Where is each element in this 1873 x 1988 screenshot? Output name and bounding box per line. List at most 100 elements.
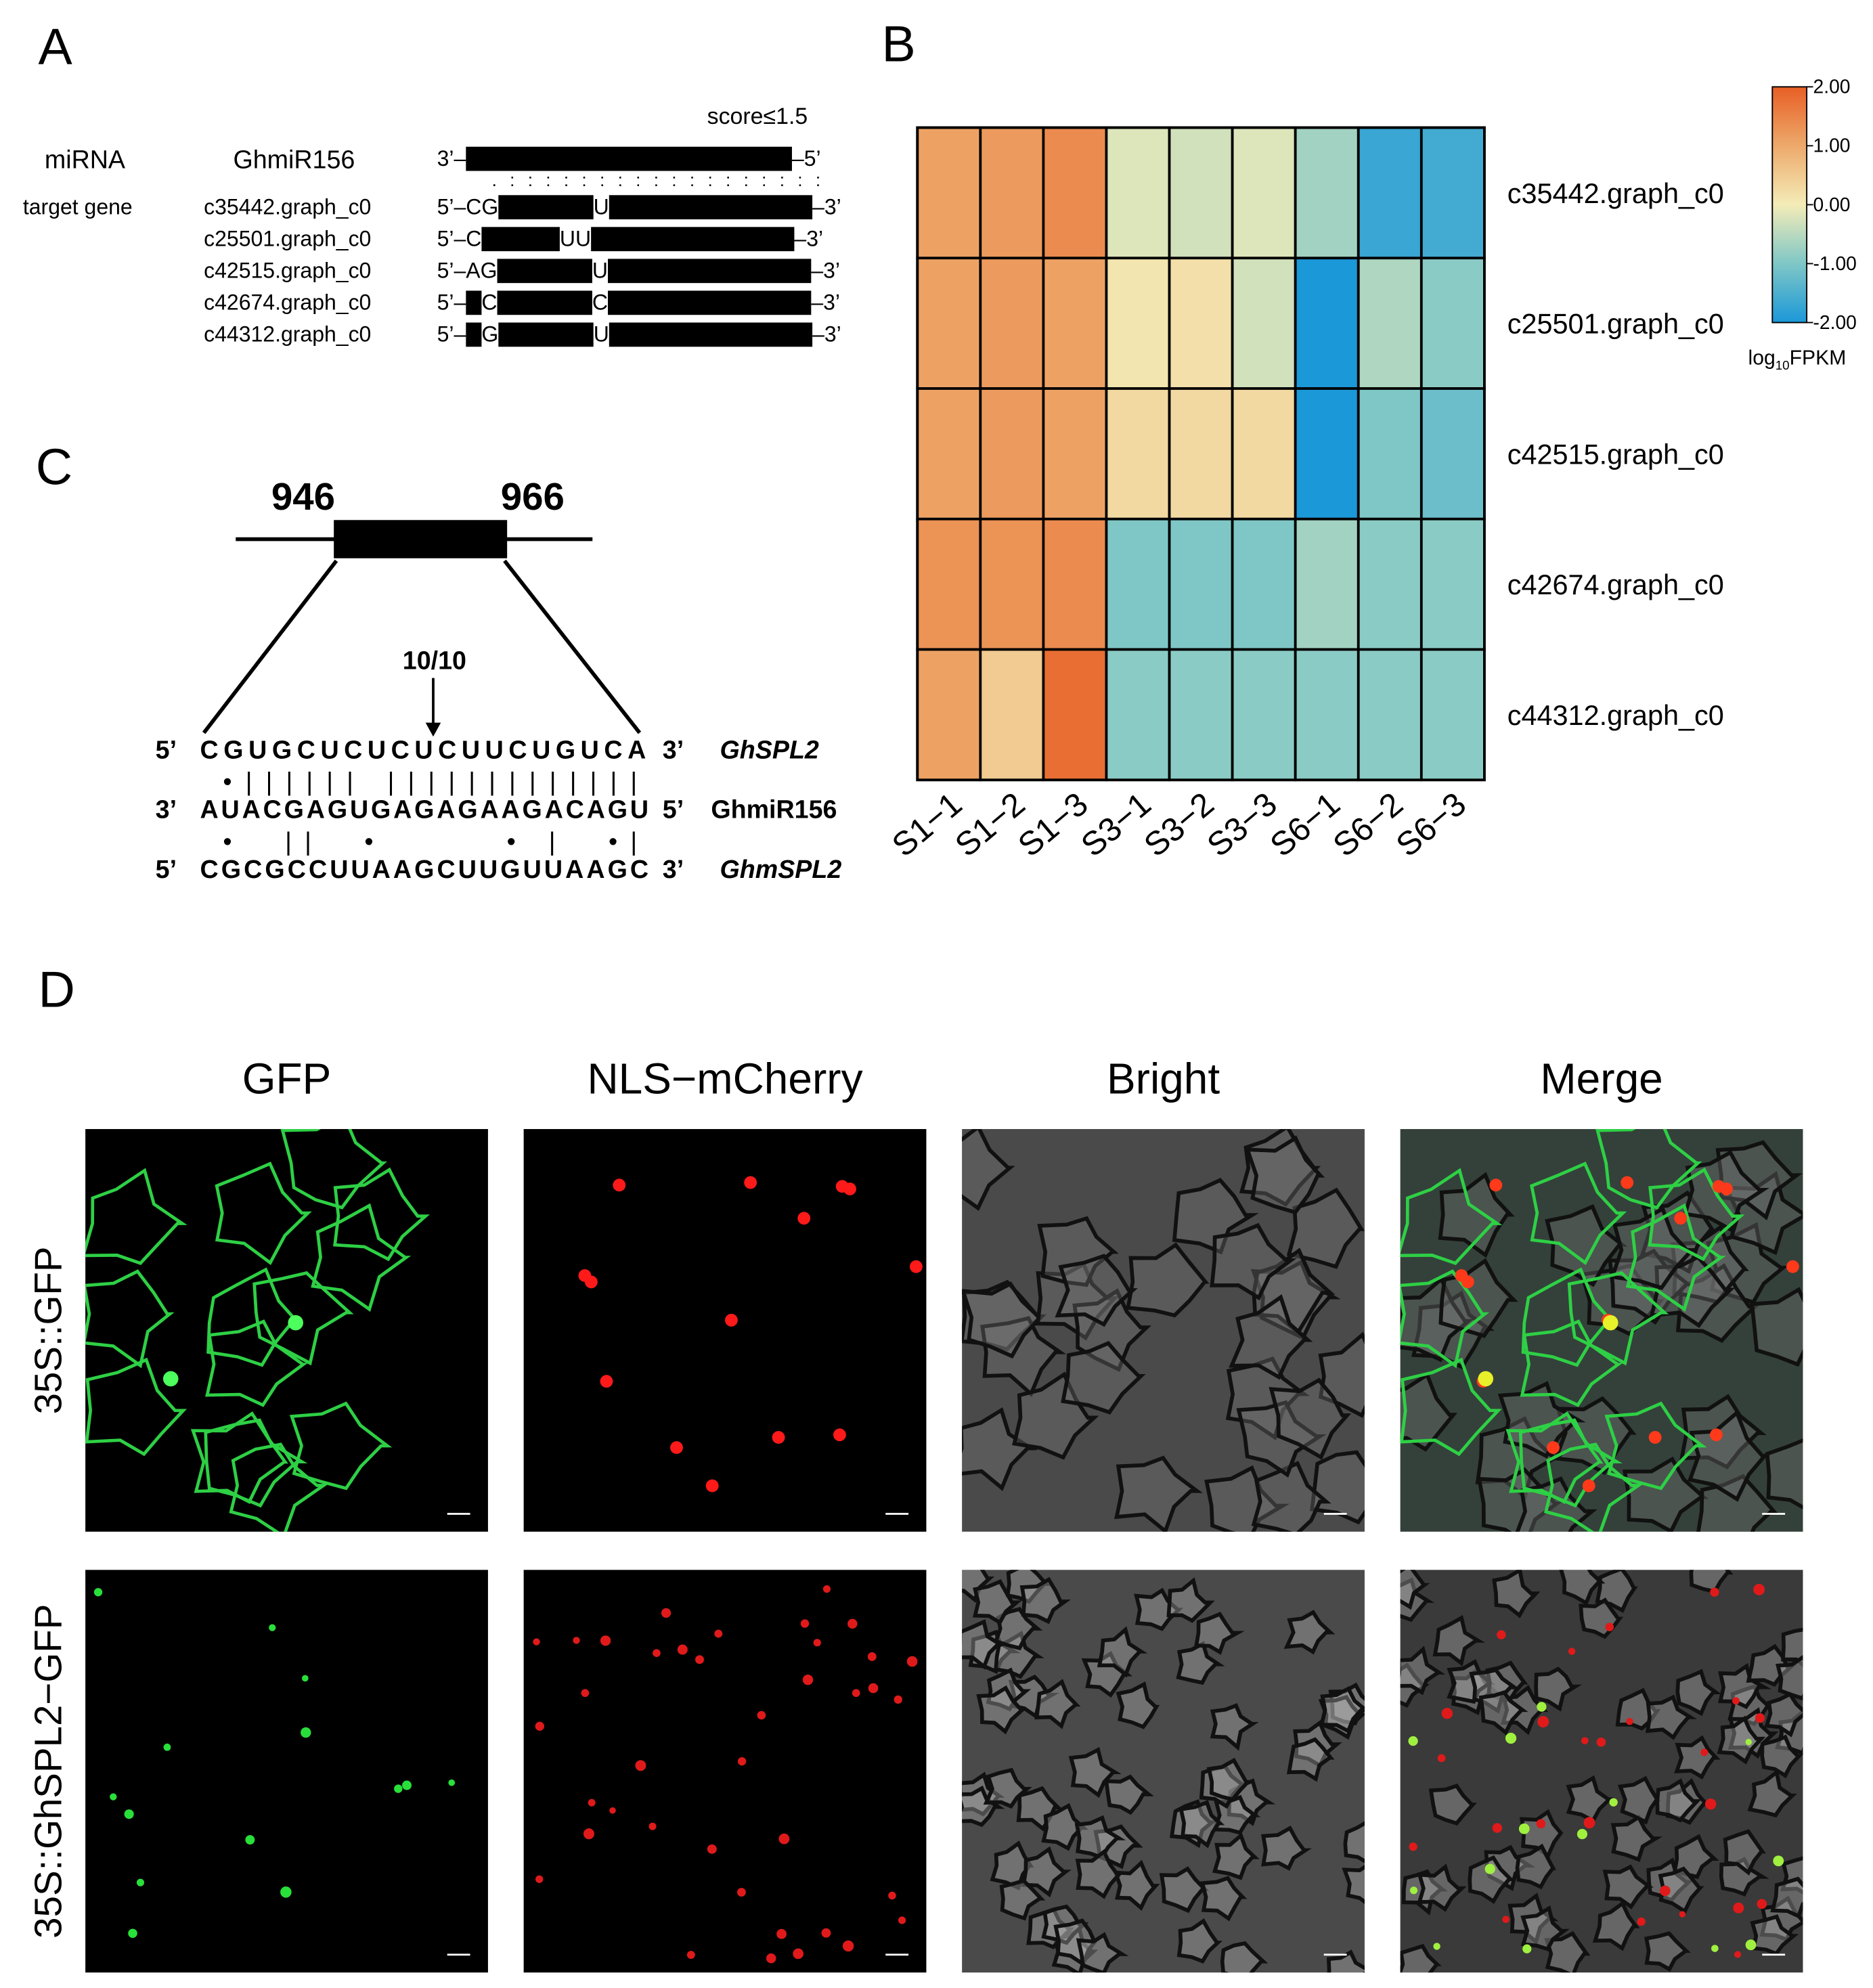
heatmap-cell: [916, 126, 982, 260]
nucleus: [301, 1727, 311, 1738]
cell-outline: [1206, 1757, 1253, 1802]
nucleus: [1536, 1819, 1546, 1829]
nucleus: [1577, 1828, 1588, 1840]
cell-outline: [85, 1357, 188, 1457]
cell-outline: [1400, 1577, 1435, 1622]
cell-outline: [206, 1267, 302, 1367]
cell-outline: [1286, 1737, 1335, 1782]
cell-outline: [1723, 1171, 1803, 1256]
nucleus: [714, 1629, 723, 1638]
site-start: 946: [271, 475, 335, 518]
sequence-text: U: [466, 322, 481, 347]
heatmap-cell: [979, 517, 1045, 651]
sequence-segment: –3’: [811, 290, 840, 315]
nucleus: [847, 1618, 858, 1629]
cell-outline: [1623, 1456, 1709, 1532]
nucleus: [1711, 1945, 1719, 1952]
heatmap-cell: [1042, 517, 1108, 651]
cell-outline: [962, 1619, 1007, 1670]
cell-outline: [1252, 1247, 1336, 1335]
sequence-segment: U: [594, 322, 609, 347]
micrograph: [85, 1129, 488, 1532]
sequence-text: U: [594, 195, 609, 219]
nucleus: [280, 1886, 292, 1898]
nucleus: [1408, 1736, 1418, 1746]
nucleus: [1710, 1428, 1723, 1442]
target-name: c35442.graph_c0: [204, 195, 371, 219]
nucleus: [1626, 1717, 1633, 1725]
cell-outline: [1019, 1576, 1071, 1625]
sequence-name: GhmiR156: [711, 795, 837, 824]
cell-outline: [1518, 1418, 1623, 1508]
sequence-segment: UGCUCU: [498, 195, 594, 220]
nucleus: [1583, 1817, 1595, 1829]
nucleus: [707, 1844, 717, 1854]
nucleus: [1537, 1702, 1547, 1712]
sequence-text: CUCUCUUCUGUCA: [609, 322, 813, 347]
sequence-segment: G: [481, 322, 498, 347]
cell-outline: [289, 1401, 393, 1490]
cell-outline: [1319, 1685, 1365, 1734]
cell-outline: [1646, 1857, 1694, 1903]
nucleus: [898, 1916, 906, 1924]
heatmap-cell: [1042, 257, 1108, 390]
heatmap-cell: [1357, 126, 1423, 260]
nucleus: [448, 1779, 456, 1786]
cell-outline: [1074, 1815, 1126, 1860]
heatmap-cell: [916, 648, 982, 782]
sequence-segment: –3’: [812, 195, 841, 219]
micrograph: [962, 1129, 1365, 1532]
highlight-box: [608, 259, 812, 284]
nucleus: [613, 1178, 626, 1192]
sequence-text: CUCUCUUCUGUCA: [609, 195, 813, 219]
cell-outline: [1343, 1821, 1365, 1863]
cell-outline: [204, 1418, 308, 1508]
nucleus: [1732, 1697, 1740, 1705]
nucleus: [802, 1675, 814, 1685]
cell-outline: [972, 1579, 1022, 1625]
row-label: c42515.graph_c0: [1507, 439, 1724, 470]
sequence-text: 3’–: [437, 146, 466, 171]
target-site: [334, 520, 508, 558]
heatmap-cell: [1357, 517, 1423, 651]
heatmap-cell: [1357, 257, 1423, 390]
nucleus: [1755, 1713, 1765, 1723]
sequence-text: U: [594, 322, 609, 347]
cell-outline: [85, 1269, 175, 1369]
nucleus: [128, 1928, 137, 1939]
nucleus: [776, 1928, 787, 1939]
sequence-text: UGCUCU: [498, 195, 593, 219]
column-label: S3−1: [1074, 786, 1158, 864]
nucleus: [736, 1888, 746, 1897]
sequence-segment: 5’–: [437, 322, 466, 347]
cell-outline: [333, 1167, 430, 1262]
target-name: c42674.graph_c0: [204, 290, 371, 315]
label-part: log: [1748, 347, 1776, 370]
heatmap-cell: [979, 648, 1045, 782]
highlight-box: [609, 195, 813, 220]
nucleus: [1441, 1708, 1453, 1719]
column-header: Merge: [1540, 1054, 1662, 1103]
column-label: S6−3: [1390, 786, 1473, 864]
heatmap-cell: [1105, 387, 1171, 521]
cell-outline: [1515, 1843, 1557, 1890]
heatmap-cell: [1042, 387, 1108, 521]
zoom-line: [202, 559, 338, 734]
nucleus: [301, 1675, 309, 1682]
cell-outline: [1592, 1900, 1640, 1951]
nucleus: [1461, 1275, 1474, 1289]
nucleus: [888, 1891, 896, 1900]
sequence-name: GhSPL2: [720, 735, 819, 764]
nucleus: [1518, 1823, 1530, 1834]
nucleus: [695, 1655, 704, 1664]
match-marks: . : : : : : : : : : : : : : : : : : :: [492, 170, 821, 190]
cell-outline: [1492, 1570, 1541, 1618]
cell-outline: [1428, 1783, 1478, 1826]
sequence-segment: AUACGAGUGAGAGAAGACAGU: [466, 146, 792, 171]
strand-end: 5’: [156, 855, 177, 883]
column-label: S1−1: [885, 786, 969, 864]
cleavage-label: 10/10: [403, 646, 466, 675]
sequence-segment: UGCUCU: [497, 259, 592, 284]
cell-outline: [1520, 1905, 1570, 1951]
nucleus: [772, 1431, 785, 1444]
